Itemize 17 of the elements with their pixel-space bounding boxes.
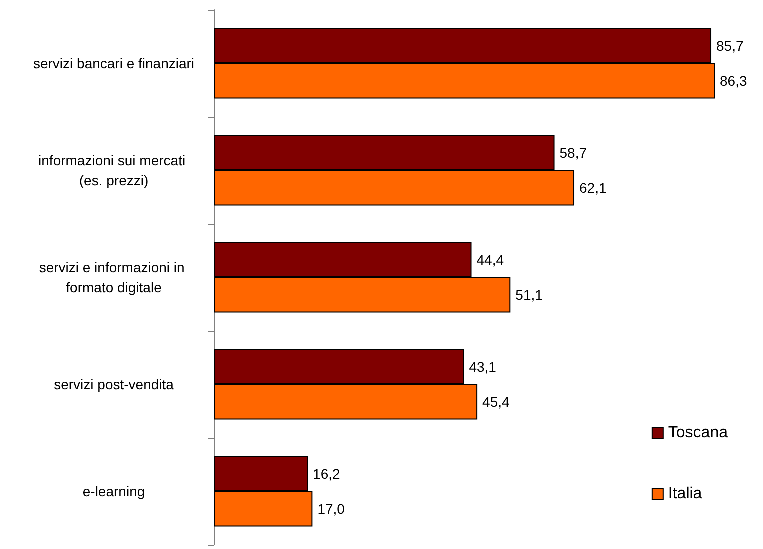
data-label: 43,1 xyxy=(469,358,497,375)
data-label: 45,4 xyxy=(482,394,510,410)
data-label: 51,1 xyxy=(516,287,544,304)
legend-label: Italia xyxy=(668,486,702,502)
legend-label: Toscana xyxy=(668,424,728,442)
y-tick-label: servizi e informazioni in formato digitale xyxy=(39,260,189,296)
y-tick-label: servizi bancari e finanziari xyxy=(33,56,195,72)
data-label: 17,0 xyxy=(318,501,346,518)
y-tick-label: informazioni sui mercati (es. prezzi) xyxy=(38,152,190,188)
data-label: 62,1 xyxy=(580,180,607,196)
data-label: 85,7 xyxy=(716,38,744,54)
y-tick-label: e-learning xyxy=(82,484,146,500)
data-label: 58,7 xyxy=(560,144,588,161)
y-tick-label: servizi post-vendita xyxy=(54,376,174,392)
data-label: 86,3 xyxy=(720,73,748,90)
data-label: 16,2 xyxy=(313,466,341,482)
data-label: 44,4 xyxy=(476,252,504,268)
